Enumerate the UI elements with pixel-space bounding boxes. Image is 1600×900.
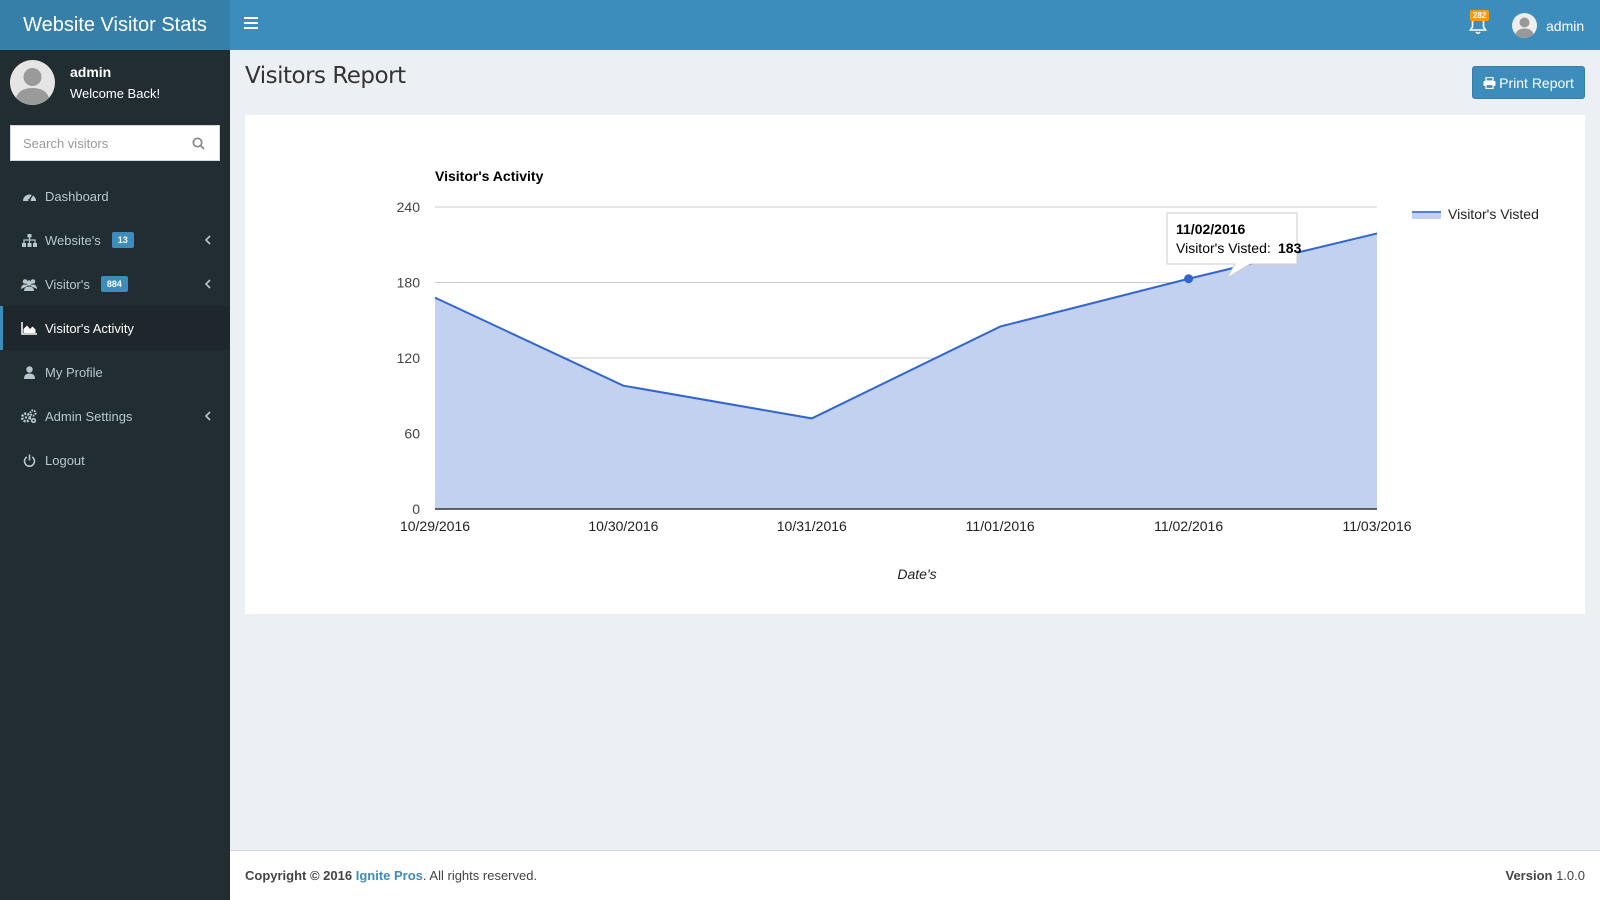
user-icon xyxy=(21,364,37,380)
sidebar-item-label: My Profile xyxy=(45,364,103,380)
sidebar-item-label: Dashboard xyxy=(45,188,109,204)
user-name: admin xyxy=(1546,17,1585,34)
area-chart-icon xyxy=(21,320,37,336)
sidebar-item-label: Visitor's Activity xyxy=(45,320,134,336)
print-report-label: Print Report xyxy=(1499,74,1574,91)
sidebar-item-label: Website's xyxy=(45,232,101,248)
sidebar-item-my-profile[interactable]: My Profile xyxy=(0,350,230,394)
top-navbar: Website Visitor Stats 282 admin xyxy=(0,0,1600,50)
sidebar-item-label: Logout xyxy=(45,452,85,468)
y-tick-label: 0 xyxy=(412,501,420,517)
search-icon xyxy=(191,136,205,150)
legend: Visitor's Visted xyxy=(1412,206,1539,222)
users-icon xyxy=(21,276,37,292)
version-label: Version xyxy=(1505,868,1553,883)
series-line xyxy=(434,232,1378,420)
tooltip-label: Visitor's Visted: xyxy=(1176,240,1271,256)
page-title: Visitors Report xyxy=(245,63,406,89)
copyright-suffix: . All rights reserved. xyxy=(422,868,538,883)
search-button[interactable] xyxy=(181,126,215,160)
dashboard-icon xyxy=(21,188,37,204)
x-tick-label: 11/01/2016 xyxy=(966,518,1035,534)
version-text: Version 1.0.0 xyxy=(1505,868,1585,883)
search-form xyxy=(10,125,220,161)
chart-title: Visitor's Activity xyxy=(435,168,544,184)
area-fill xyxy=(435,233,1377,510)
x-tick-label: 11/02/2016 xyxy=(1154,518,1223,534)
x-tick-label: 10/31/2016 xyxy=(777,518,847,534)
copyright-text: Copyright © 2016 Ignite Pros. All rights… xyxy=(245,868,537,883)
brand-logo[interactable]: Website Visitor Stats xyxy=(0,0,230,50)
x-axis-label: Date's xyxy=(897,566,936,582)
footer: Copyright © 2016 Ignite Pros. All rights… xyxy=(230,850,1600,900)
sidebar-item-visitors[interactable]: Visitor's 884 xyxy=(0,262,230,306)
notification-badge: 282 xyxy=(1470,10,1490,21)
sidebar-item-dashboard[interactable]: Dashboard xyxy=(0,174,230,218)
area-chart: 0 60 120 180 240 10/29/2016 10/30/2016 10/31/2… xyxy=(397,168,1539,582)
chevron-left-icon xyxy=(204,411,211,421)
avatar xyxy=(1512,13,1537,38)
user-panel: admin Welcome Back! xyxy=(10,60,220,108)
sidebar-item-visitors-activity[interactable]: Visitor's Activity xyxy=(0,306,230,350)
tooltip-value: 183 xyxy=(1278,240,1302,256)
gears-icon xyxy=(21,408,37,424)
sidebar-menu: Dashboard Website's 13 Visitor's 884 Vis… xyxy=(0,174,230,482)
chart-tooltip: 11/02/2016 Visitor's Visted: 183 xyxy=(1166,212,1302,279)
y-tick-label: 120 xyxy=(397,350,421,366)
sidebar-toggle-icon[interactable] xyxy=(244,17,258,33)
chart-panel: 0 60 120 180 240 10/29/2016 10/30/2016 10/31/2… xyxy=(245,115,1585,614)
count-badge: 13 xyxy=(111,232,134,248)
copyright-prefix: Copyright © 2016 xyxy=(245,868,353,883)
y-tick-label: 240 xyxy=(397,199,421,215)
y-tick-label: 180 xyxy=(397,275,421,291)
sidebar-user-status: Welcome Back! xyxy=(70,86,161,101)
version-number: 1.0.0 xyxy=(1556,868,1585,883)
chevron-left-icon xyxy=(204,235,211,245)
sidebar-item-admin-settings[interactable]: Admin Settings xyxy=(0,394,230,438)
chevron-left-icon xyxy=(204,279,211,289)
sitemap-icon xyxy=(21,232,37,248)
x-tick-label: 11/03/2016 xyxy=(1342,518,1411,534)
user-menu[interactable]: admin xyxy=(1512,13,1584,38)
sidebar-item-label: Visitor's xyxy=(45,276,90,292)
avatar xyxy=(10,60,55,105)
power-icon xyxy=(21,452,37,468)
sidebar: admin Welcome Back! Dashboard Website's … xyxy=(0,50,230,900)
search-input[interactable] xyxy=(11,126,181,160)
legend-swatch xyxy=(1412,211,1441,219)
sidebar-item-websites[interactable]: Website's 13 xyxy=(0,218,230,262)
print-report-button[interactable]: Print Report xyxy=(1472,66,1585,99)
sidebar-item-label: Admin Settings xyxy=(45,408,133,424)
count-badge: 884 xyxy=(100,276,128,292)
x-tick-label: 10/29/2016 xyxy=(400,518,470,534)
sidebar-item-logout[interactable]: Logout xyxy=(0,438,230,482)
data-point[interactable] xyxy=(1184,274,1194,284)
x-tick-label: 10/30/2016 xyxy=(588,518,658,534)
company-link[interactable]: Ignite Pros xyxy=(355,868,423,883)
sidebar-user-name: admin xyxy=(70,64,112,80)
legend-label: Visitor's Visted xyxy=(1448,206,1539,222)
tooltip-title: 11/02/2016 xyxy=(1176,221,1246,237)
print-icon xyxy=(1483,76,1496,89)
y-tick-label: 60 xyxy=(404,426,420,442)
